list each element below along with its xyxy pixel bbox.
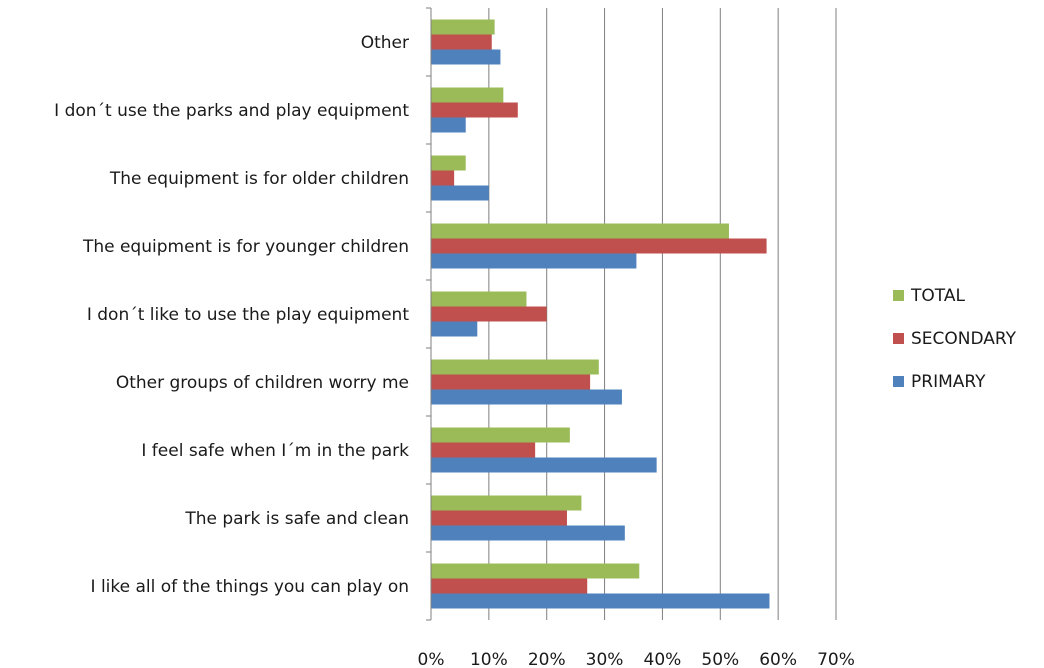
axes xyxy=(426,7,432,621)
bar-secondary xyxy=(431,102,518,118)
x-tick-label: 40% xyxy=(644,650,682,668)
bar-total xyxy=(431,359,599,375)
bar-total xyxy=(431,427,570,443)
bars xyxy=(431,19,770,609)
x-tick-label: 30% xyxy=(586,650,624,668)
legend-swatch xyxy=(893,333,904,344)
x-tick-labels: 0% 10% 20% 30% 40% 50% 60% 70% xyxy=(418,650,855,668)
x-tick-label: 60% xyxy=(759,650,797,668)
bar-primary xyxy=(431,49,501,65)
bar-primary xyxy=(431,457,657,473)
legend: TOTAL SECONDARY PRIMARY xyxy=(893,286,1017,392)
bar-total xyxy=(431,223,729,239)
bar-secondary xyxy=(431,578,588,594)
bar-total xyxy=(431,87,504,103)
bar-primary xyxy=(431,185,489,201)
category-labels: Other I don´t use the parks and play equi… xyxy=(54,33,409,597)
category-label: The park is safe and clean xyxy=(184,509,409,529)
bar-secondary xyxy=(431,510,567,526)
category-label: I feel safe when I´m in the park xyxy=(141,441,409,461)
category-label: The equipment is for older children xyxy=(109,169,409,189)
legend-label: PRIMARY xyxy=(911,372,986,392)
legend-label: SECONDARY xyxy=(911,329,1017,349)
bar-secondary xyxy=(431,374,591,390)
bar-primary xyxy=(431,253,637,269)
bar-total xyxy=(431,563,640,579)
bar-primary xyxy=(431,321,478,337)
x-tick-label: 70% xyxy=(817,650,855,668)
bar-secondary xyxy=(431,34,492,50)
x-tick-label: 0% xyxy=(418,650,445,668)
bar-total xyxy=(431,291,527,307)
bar-secondary xyxy=(431,238,767,254)
bar-primary xyxy=(431,593,770,609)
gridlines xyxy=(488,8,837,620)
category-label: Other xyxy=(361,33,409,53)
bar-total xyxy=(431,495,582,511)
legend-swatch xyxy=(893,376,904,387)
bar-primary xyxy=(431,117,466,133)
x-tick-label: 20% xyxy=(528,650,566,668)
bar-secondary xyxy=(431,306,547,322)
x-tick-label: 50% xyxy=(701,650,739,668)
category-label: Other groups of children worry me xyxy=(116,373,409,393)
legend-label: TOTAL xyxy=(910,286,965,306)
x-tick-label: 10% xyxy=(470,650,508,668)
category-label: I like all of the things you can play on xyxy=(91,577,409,597)
category-label: I don´t use the parks and play equipment xyxy=(54,101,409,121)
bar-secondary xyxy=(431,442,536,458)
bar-primary xyxy=(431,389,622,405)
bar-primary xyxy=(431,525,625,541)
bar-total xyxy=(431,19,495,35)
bar-secondary xyxy=(431,170,455,186)
bar-total xyxy=(431,155,466,171)
legend-swatch xyxy=(893,290,904,301)
category-label: I don´t like to use the play equipment xyxy=(87,305,409,325)
category-label: The equipment is for younger children xyxy=(82,237,409,257)
